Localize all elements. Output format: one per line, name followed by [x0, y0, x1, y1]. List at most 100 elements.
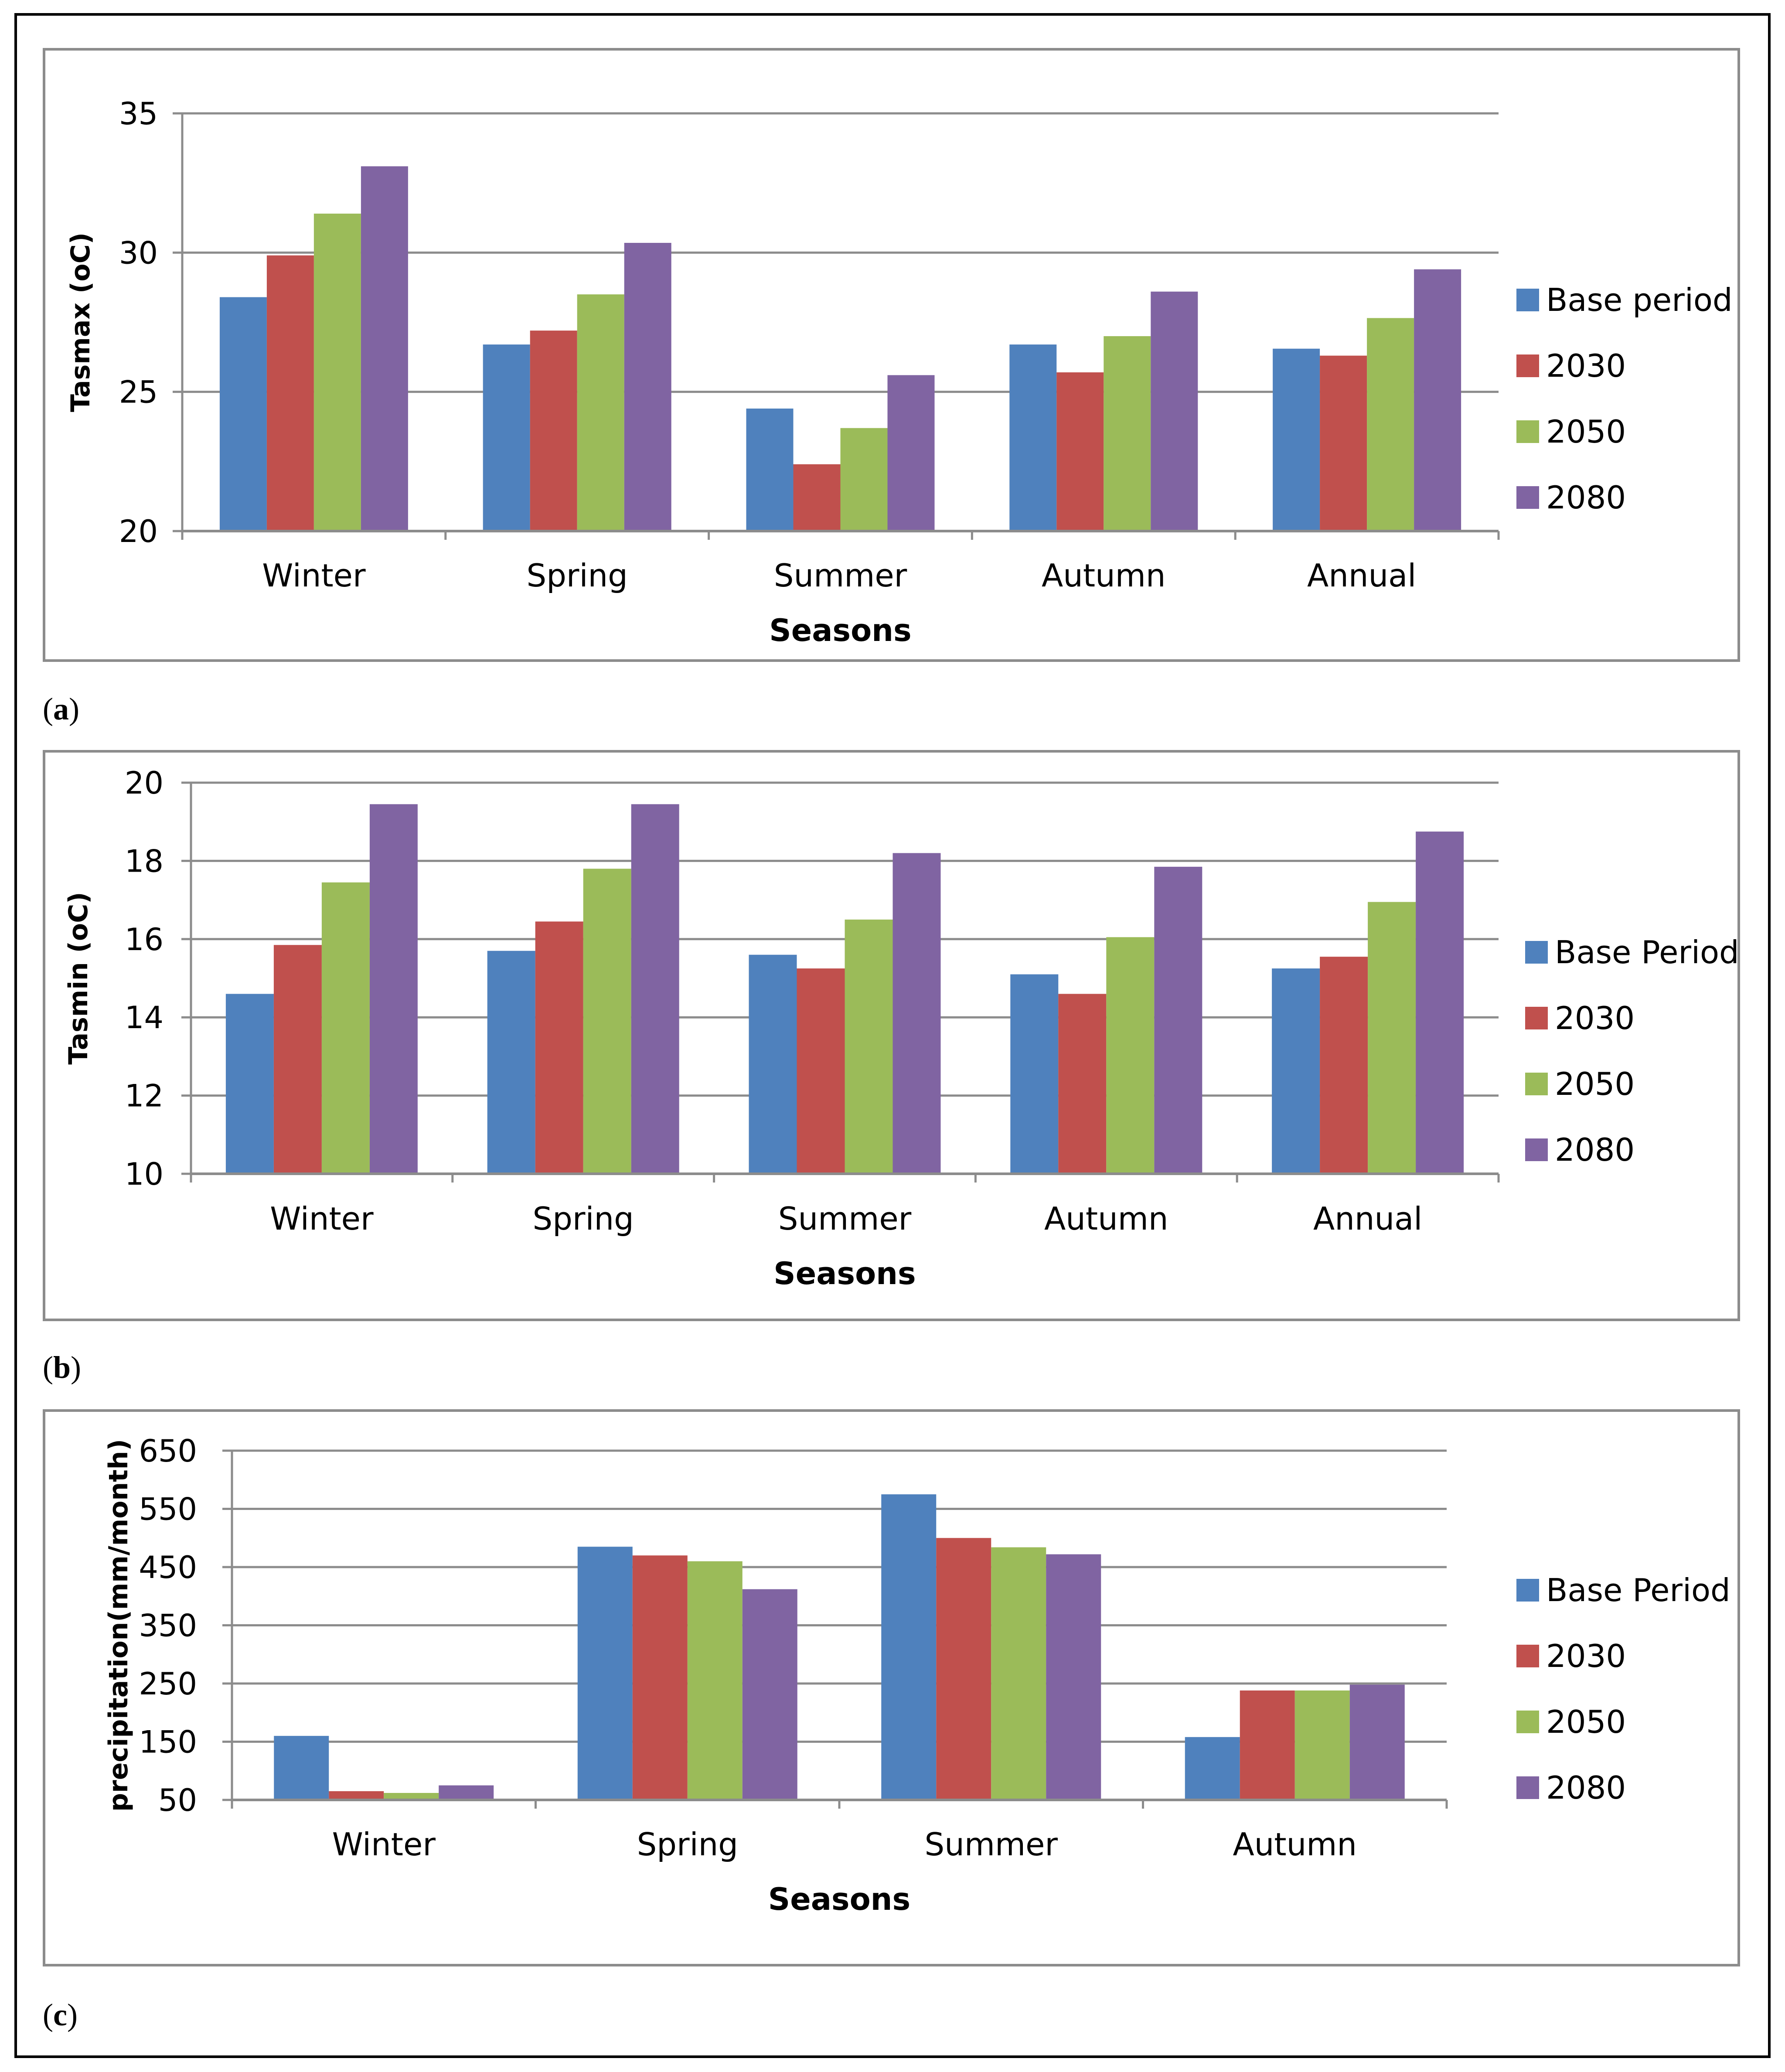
- bar-summer-2050: [840, 428, 888, 531]
- bar-summer-base-period: [746, 408, 794, 531]
- y-axis-title: Tasmin (oC): [63, 892, 94, 1064]
- bar-annual-2030: [1320, 957, 1368, 1174]
- legend-swatch: [1516, 1776, 1539, 1799]
- bar-annual-base-period: [1272, 968, 1320, 1174]
- x-category-label: Spring: [533, 1200, 634, 1237]
- panel-c-label: (c): [43, 1997, 78, 2032]
- x-category-label: Summer: [924, 1826, 1058, 1863]
- legend-label: 2050: [1546, 1704, 1626, 1740]
- figure-border: [14, 13, 1771, 2058]
- legend-swatch: [1516, 1645, 1539, 1667]
- bar-winter-base-period: [274, 1736, 329, 1800]
- bar-autumn-2030: [1240, 1690, 1295, 1800]
- x-axis-title: Seasons: [768, 1881, 910, 1917]
- bar-summer-2050: [991, 1547, 1046, 1800]
- y-tick-label: 550: [139, 1492, 197, 1527]
- legend-label: Base Period: [1555, 934, 1739, 971]
- x-category-label: Autumn: [1044, 1200, 1168, 1237]
- legend-label: 2080: [1546, 1769, 1626, 1806]
- y-axis-title: precipitation(mm/month): [103, 1439, 134, 1812]
- bar-spring-2030: [530, 331, 577, 531]
- chart-a: 20 25 30 35 Winter Spring Summer Autumn Annual Se…: [65, 96, 1733, 648]
- bar-autumn-2050: [1104, 336, 1151, 531]
- legend-swatch: [1516, 1579, 1539, 1602]
- bar-winter-2030: [273, 945, 322, 1174]
- legend-swatch: [1525, 1138, 1548, 1161]
- bar-autumn-2050: [1106, 937, 1155, 1174]
- legend-label: 2080: [1555, 1131, 1635, 1168]
- bar-summer-base-period: [881, 1494, 937, 1800]
- y-tick-label: 450: [139, 1550, 197, 1585]
- panel-b-label: (b): [43, 1350, 82, 1385]
- x-category-label: Summer: [778, 1200, 912, 1237]
- x-category-label: Autumn: [1233, 1826, 1357, 1863]
- x-category-label: Spring: [527, 557, 628, 594]
- bar-autumn-2030: [1058, 994, 1107, 1174]
- bar-spring-2080: [624, 242, 671, 531]
- bar-spring-base-period: [483, 344, 530, 531]
- bar-autumn-base-period: [1009, 344, 1057, 531]
- bar-autumn-2080: [1154, 866, 1202, 1174]
- bar-autumn-2050: [1294, 1690, 1350, 1800]
- bar-annual-base-period: [1273, 348, 1320, 531]
- y-tick-label: 350: [139, 1608, 197, 1644]
- bar-autumn-2030: [1056, 372, 1104, 531]
- y-tick-label: 18: [125, 843, 164, 879]
- legend-label: 2050: [1555, 1066, 1635, 1102]
- bar-annual-2080: [1416, 832, 1464, 1174]
- bar-annual-2030: [1320, 355, 1367, 531]
- x-category-label: Spring: [637, 1826, 738, 1863]
- y-axis-title: Tasmax (oC): [65, 232, 96, 412]
- bar-winter-2080: [361, 166, 408, 531]
- x-category-label: Annual: [1313, 1200, 1422, 1237]
- legend-swatch: [1525, 941, 1548, 964]
- y-tick-label: 650: [139, 1433, 197, 1469]
- x-category-label: Summer: [774, 557, 907, 594]
- bar-winter-2050: [321, 882, 370, 1174]
- y-tick-label: 20: [125, 765, 164, 801]
- bar-summer-2030: [797, 968, 845, 1174]
- bar-spring-2080: [631, 804, 679, 1174]
- bar-spring-2030: [632, 1555, 688, 1800]
- y-tick-label: 250: [139, 1666, 197, 1702]
- y-tick-label: 30: [119, 235, 158, 271]
- y-tick-label: 150: [139, 1724, 197, 1760]
- x-category-label: Autumn: [1042, 557, 1166, 594]
- y-tick-label: 14: [125, 1000, 164, 1036]
- bar-summer-2080: [1046, 1554, 1101, 1800]
- bar-autumn-2080: [1151, 291, 1198, 531]
- bar-spring-2080: [742, 1589, 797, 1800]
- x-category-label: Annual: [1307, 557, 1416, 594]
- bar-summer-2030: [793, 464, 841, 531]
- legend-swatch: [1525, 1073, 1548, 1095]
- legend-swatch: [1516, 1711, 1539, 1733]
- legend-label: 2030: [1555, 1000, 1635, 1036]
- y-tick-label: 12: [125, 1078, 164, 1114]
- bar-winter-2030: [329, 1791, 384, 1800]
- bar-summer-2050: [845, 919, 893, 1174]
- x-category-label: Winter: [262, 557, 366, 594]
- bar-winter-2030: [266, 255, 314, 531]
- chart-b: 10 12 14 16 18 20 Winter Spring Summer Autumn Annu…: [63, 765, 1739, 1292]
- bar-winter-2080: [369, 804, 418, 1174]
- y-tick-label: 10: [125, 1156, 164, 1192]
- legend-swatch: [1516, 420, 1539, 443]
- bar-winter-2050: [313, 213, 361, 531]
- y-tick-label: 35: [119, 96, 158, 132]
- bar-spring-2050: [583, 869, 631, 1174]
- legend-label: 2030: [1546, 1638, 1626, 1674]
- bar-spring-2030: [535, 921, 583, 1174]
- y-tick-label: 50: [158, 1782, 197, 1818]
- x-category-label: Winter: [270, 1200, 374, 1237]
- bar-summer-2030: [936, 1538, 991, 1800]
- y-tick-label: 20: [119, 514, 158, 549]
- bar-spring-2050: [577, 294, 624, 531]
- legend-swatch: [1525, 1007, 1548, 1029]
- bar-winter-base-period: [225, 994, 274, 1174]
- chart-c: 50 150 250 350 450 550 650 Winter Spring Summer Au…: [103, 1433, 1730, 1917]
- bar-winter-2080: [439, 1785, 494, 1800]
- legend-label: 2050: [1546, 413, 1626, 450]
- bar-annual-2080: [1414, 269, 1461, 531]
- x-axis-title: Seasons: [769, 613, 911, 648]
- bar-annual-2050: [1368, 902, 1416, 1174]
